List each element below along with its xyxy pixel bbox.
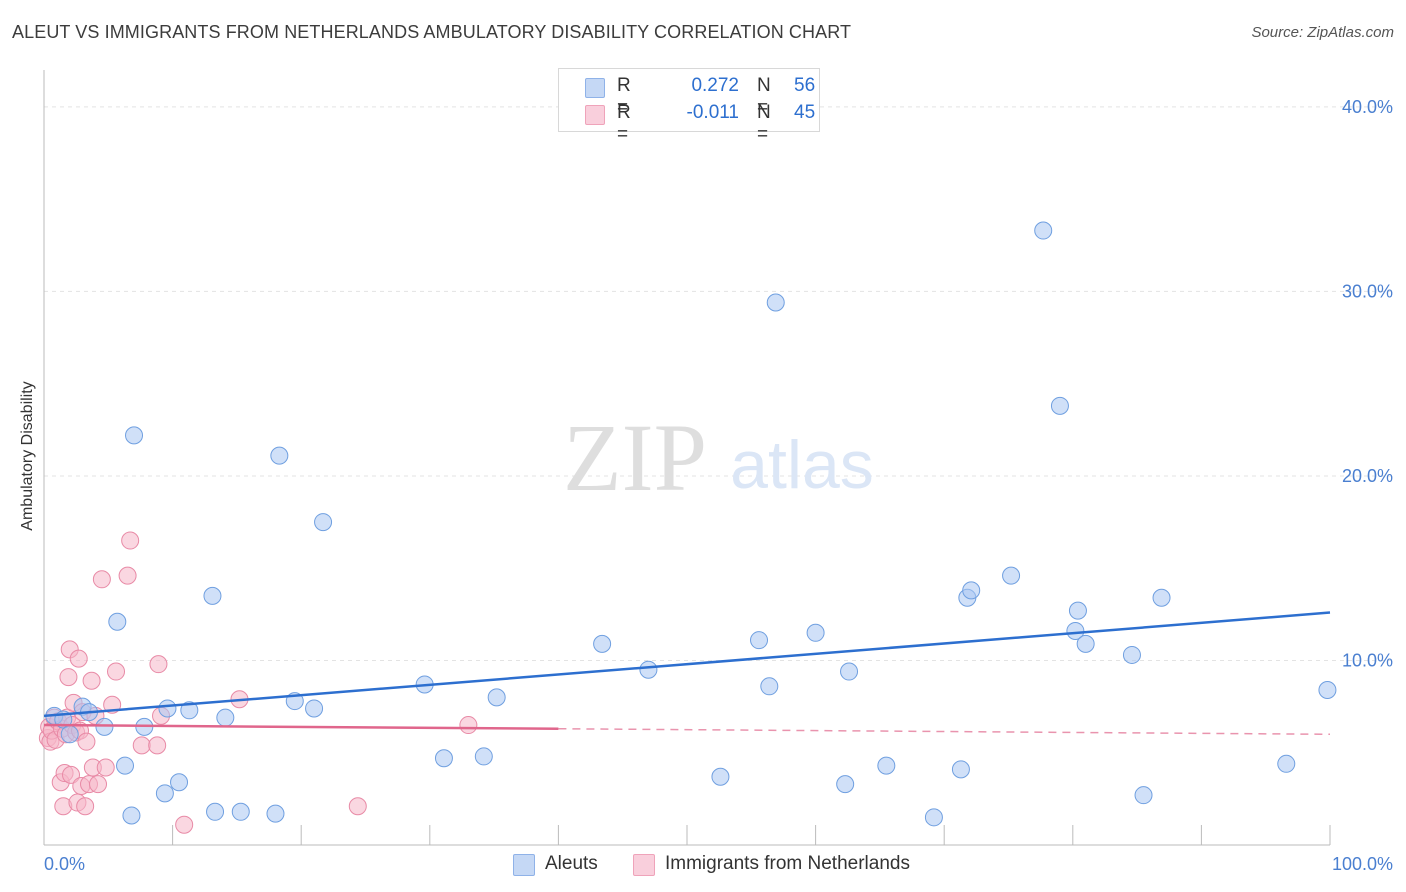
aleuts-point [474,747,493,766]
series-immigrants-points [38,531,478,834]
aleuts-point [711,767,730,786]
immigrants-point [82,671,101,690]
immigrants-point [459,716,478,735]
immigrants-point [69,649,88,668]
immigrants-point [107,662,126,681]
immigrants-point [89,775,108,794]
legend-r-label: R = [617,75,631,118]
legend-label-immigrants: Immigrants from Netherlands [665,853,910,874]
source-label: Source: ZipAtlas.com [1251,24,1394,41]
aleuts-point [158,699,177,718]
immigrants-point [76,797,95,816]
aleuts-point [216,708,235,727]
x-tick-label: 100.0% [1332,854,1393,874]
aleuts-point [1066,621,1085,640]
aleuts-point [806,623,825,642]
aleuts-point [836,775,855,794]
aleuts-point [487,688,506,707]
aleuts-point [116,756,135,775]
aleuts-point [593,634,612,653]
legend-r-value: 0.272 [691,75,739,96]
tick-labels: 10.0% 20.0% 30.0% 40.0% 0.0% 100.0% [44,97,1393,874]
immigrants-point [77,732,96,751]
aleuts-point [760,677,779,696]
immigrants-point [175,815,194,834]
series-aleuts-points [45,221,1337,827]
aleuts-point [1122,645,1141,664]
grid-lines [44,106,1395,661]
stats-legend: R = 0.272 N = 56 R = -0.011 N = 45 [558,68,820,145]
legend-r-value: -0.011 [686,102,739,123]
watermark: ZIP atlas [563,404,874,511]
aleuts-point [180,701,199,720]
aleuts-point [270,446,289,465]
legend-n-value: 45 [794,102,816,123]
immigrants-point [148,736,167,755]
aleuts-point [203,586,222,605]
immigrants-point [59,668,78,687]
aleuts-point [1068,601,1087,620]
aleuts-point [314,513,333,532]
aleuts-point [840,662,859,681]
aleuts-point [1134,786,1153,805]
aleuts-point [1002,566,1021,585]
chart-title: ALEUT VS IMMIGRANTS FROM NETHERLANDS AMB… [12,22,852,42]
aleuts-point [766,293,785,312]
series-legend: Aleuts Immigrants from Netherlands [0,852,1406,878]
aleuts-point [639,660,658,679]
aleuts-point [170,773,189,792]
immigrants-point [132,736,151,755]
immigrants-point [96,758,115,777]
aleuts-point [951,760,970,779]
aleuts-point [924,808,943,827]
aleuts-point [155,784,174,803]
legend-swatch-immigrants [633,854,655,876]
aleuts-point [125,426,144,445]
aleuts-point [1152,588,1171,607]
legend-swatch-aleuts [513,854,535,876]
aleuts-point [231,802,250,821]
trend-lines [43,611,1331,736]
aleuts-point [266,804,285,823]
legend-n-value: 56 [794,75,816,96]
legend-swatch-aleuts [585,78,605,98]
y-tick-label: 20.0% [1342,466,1393,486]
x-tick-label: 0.0% [44,854,85,874]
immigrants-trend-line-extension [558,728,1331,736]
aleuts-point [108,612,127,631]
immigrants-point [92,570,111,589]
immigrants-trend-line [43,723,559,730]
watermark-atlas: atlas [730,427,874,503]
immigrants-point [62,765,81,784]
y-tick-label: 40.0% [1342,97,1393,117]
aleuts-point [1076,634,1095,653]
immigrants-point [149,655,168,674]
immigrants-point [121,531,140,550]
legend-label-aleuts: Aleuts [545,853,598,874]
aleuts-point [305,699,324,718]
aleuts-point [95,717,114,736]
legend-n-label: N = [757,102,771,145]
aleuts-point [60,725,79,744]
legend-r-label: R = [617,102,631,145]
y-tick-label: 30.0% [1342,281,1393,301]
immigrants-point [118,566,137,585]
aleuts-point [962,581,981,600]
aleuts-point [122,806,141,825]
aleuts-point [750,631,769,650]
aleuts-point [1318,681,1337,699]
legend-swatch-immigrants [585,105,605,125]
aleuts-point [206,802,225,821]
aleuts-point [877,756,896,775]
y-tick-label: 10.0% [1342,650,1393,670]
aleuts-trend-line [43,611,1331,718]
watermark-zip: ZIP [563,404,707,511]
immigrants-point [348,797,367,816]
aleuts-point [1034,221,1053,240]
aleuts-point [1050,396,1069,415]
aleuts-point [1277,754,1296,773]
aleuts-point [434,749,453,768]
legend-n-label: N = [757,75,771,118]
